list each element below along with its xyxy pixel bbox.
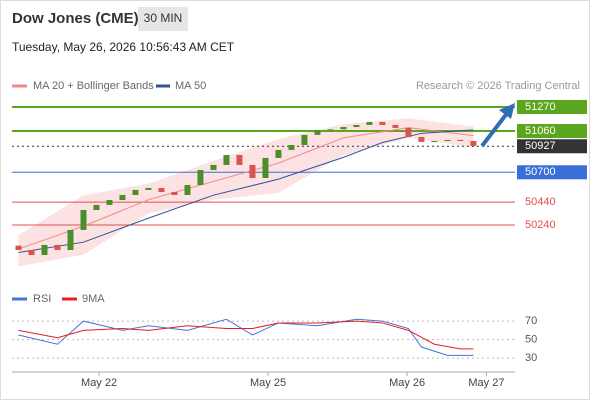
level-tag xyxy=(517,139,587,154)
x-tick-label: May 25 xyxy=(250,377,286,389)
legend-label: MA 50 xyxy=(175,80,206,92)
candle xyxy=(353,124,360,128)
candle xyxy=(184,185,191,195)
timeframe: 30 MIN xyxy=(144,11,183,25)
credit: Research © 2026 Trading Central xyxy=(416,80,580,92)
candle xyxy=(340,127,347,130)
level-label: 50240 xyxy=(525,219,556,231)
candle xyxy=(145,187,152,190)
candle xyxy=(223,154,230,165)
x-tick-label: May 26 xyxy=(389,377,425,389)
candle xyxy=(327,129,334,131)
candle xyxy=(457,139,464,141)
rsi-line xyxy=(18,318,474,356)
candle xyxy=(67,229,74,250)
forecast-arrow xyxy=(480,103,515,148)
candle xyxy=(288,145,295,150)
candle xyxy=(28,249,35,256)
legend-label: RSI xyxy=(33,293,51,305)
rsi-tick-label: 50 xyxy=(525,334,537,346)
candle xyxy=(249,164,256,179)
candle xyxy=(80,209,87,230)
legend-label: 9MA xyxy=(82,293,105,305)
candle xyxy=(275,149,282,158)
rsi-tick-label: 70 xyxy=(525,315,537,327)
candle xyxy=(93,204,100,210)
level-label: 51270 xyxy=(525,101,556,113)
title: Dow Jones (CME) xyxy=(12,10,139,27)
level-tag xyxy=(517,124,587,139)
candle xyxy=(171,191,178,195)
candle xyxy=(15,245,22,250)
candle xyxy=(119,194,126,201)
date: Tuesday, May 26, 2026 10:56:43 AM CET xyxy=(12,40,235,54)
level-tag xyxy=(517,165,587,180)
level-label: 50440 xyxy=(525,196,556,208)
candle xyxy=(379,121,386,125)
rsi-tick-label: 30 xyxy=(525,352,537,364)
x-tick-label: May 22 xyxy=(81,377,117,389)
level-label: 50927 xyxy=(525,140,556,152)
candle xyxy=(301,134,308,146)
candle xyxy=(197,169,204,185)
rsi-line xyxy=(18,320,474,350)
arrow-head xyxy=(499,103,515,119)
level-label: 51060 xyxy=(525,125,556,137)
candle xyxy=(470,140,477,146)
level-label: 50700 xyxy=(525,166,556,178)
candle xyxy=(314,129,321,135)
candle xyxy=(431,140,438,142)
candle xyxy=(405,127,412,137)
candle xyxy=(41,244,48,256)
level-tag xyxy=(517,99,587,114)
bollinger-band xyxy=(18,118,474,267)
candle xyxy=(158,187,165,192)
candle xyxy=(106,200,113,205)
candle xyxy=(444,139,451,141)
candle xyxy=(418,136,425,142)
candle xyxy=(262,157,269,179)
ma-line xyxy=(18,127,474,250)
candle xyxy=(54,244,61,250)
x-tick-label: May 27 xyxy=(468,377,504,389)
candle xyxy=(392,124,399,128)
candle xyxy=(236,154,243,165)
candle xyxy=(132,189,139,195)
arrow-shaft xyxy=(480,110,510,148)
timeframe-badge[interactable] xyxy=(138,7,188,31)
candle xyxy=(210,164,217,170)
legend-label: MA 20 + Bollinger Bands xyxy=(33,80,154,92)
candle xyxy=(366,121,373,125)
